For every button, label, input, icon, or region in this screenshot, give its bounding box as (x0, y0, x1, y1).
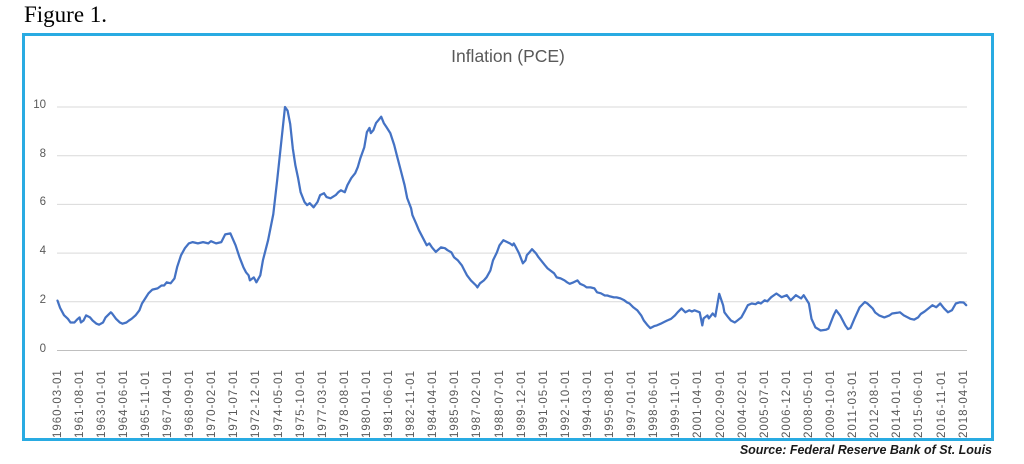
x-axis-tick-label: 1975-10-01 (294, 369, 307, 438)
x-axis-tick-label: 1977-03-01 (316, 369, 329, 438)
x-axis-tick-label: 1982-11-01 (405, 370, 418, 438)
x-axis-tick-label: 1961-08-01 (73, 369, 86, 438)
x-axis-tick-label: 2009-10-01 (825, 369, 837, 438)
figure-label: Figure 1. (24, 2, 108, 27)
x-axis-tick-label: 1991-05-01 (537, 369, 550, 438)
x-axis-tick-label: 1988-07-01 (493, 369, 506, 438)
x-axis-tick-label: 1972-12-01 (250, 369, 263, 438)
x-axis-tick-label: 1980-01-01 (360, 369, 373, 438)
chart-title: Inflation (PCE) (451, 46, 565, 66)
source-note: Source: Federal Reserve Bank of St. Loui… (739, 443, 992, 457)
x-axis-tick-label: 2001-04-01 (692, 369, 705, 438)
y-axis-tick-label: 2 (39, 293, 46, 306)
x-axis-tick-label: 2012-08-01 (869, 369, 882, 438)
y-axis-tick-label: 4 (39, 245, 46, 258)
x-axis-tick-label: 1968-09-01 (184, 369, 197, 438)
x-axis-tick-label: 1960-03-01 (51, 369, 64, 438)
x-axis-tick-label: 1997-01-01 (626, 369, 639, 438)
x-axis-tick-label: 1999-11-01 (670, 370, 683, 438)
x-axis-tick-label: 2014-01-01 (891, 369, 904, 438)
x-axis-tick-label: 1989-12-01 (515, 369, 528, 438)
y-axis-tick-label: 8 (39, 147, 46, 160)
x-axis-tick-label: 1998-06-01 (648, 369, 661, 438)
x-axis-tick-label: 2005-07-01 (758, 369, 771, 438)
x-axis-tick-label: 1963-01-01 (95, 369, 108, 438)
x-axis-tick-label: 1965-11-01 (139, 370, 152, 438)
x-axis-tick-label: 2008-05-01 (802, 369, 815, 438)
x-axis-tick-label: 1994-03-01 (581, 369, 594, 438)
x-axis-tick-label: 1995-08-01 (604, 369, 616, 438)
x-axis-tick-label: 2015-06-01 (913, 369, 926, 438)
x-axis-tick-label: 1974-05-01 (272, 369, 285, 438)
x-axis-tick-label: 1967-04-01 (162, 369, 174, 438)
x-axis-tick-label: 1978-08-01 (338, 369, 351, 438)
x-axis-tick-label: 1987-02-01 (471, 369, 484, 438)
x-axis-tick-label: 2011-03-01 (847, 370, 860, 438)
x-axis-tick-label: 1964-06-01 (117, 369, 130, 438)
x-axis-tick-label: 1971-07-01 (228, 369, 241, 438)
y-axis-tick-label: 6 (39, 196, 46, 209)
x-axis-tick-label: 1981-06-01 (383, 369, 395, 438)
x-axis-tick-label: 1992-10-01 (559, 369, 572, 438)
x-axis-tick-label: 1985-09-01 (449, 369, 462, 438)
y-axis-tick-label: 0 (39, 342, 46, 355)
x-axis-tick-label: 2004-02-01 (736, 369, 749, 438)
x-axis-tick-label: 2006-12-01 (780, 369, 793, 438)
x-axis-tick-label: 1970-02-01 (206, 369, 219, 438)
x-axis-tick-label: 2002-09-01 (714, 369, 727, 438)
x-axis-tick-label: 2018-04-01 (957, 369, 970, 438)
x-axis-tick-label: 1984-04-01 (427, 369, 440, 438)
x-axis-tick-label: 2016-11-01 (935, 370, 948, 438)
y-axis-tick-label: 10 (33, 99, 46, 111)
